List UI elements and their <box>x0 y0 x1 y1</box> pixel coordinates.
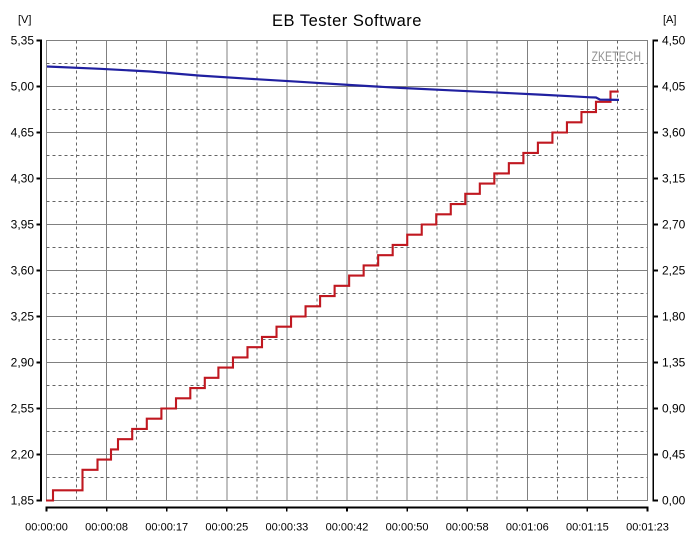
svg-text:3,25: 3,25 <box>11 310 35 324</box>
svg-text:ZKETECH: ZKETECH <box>592 48 642 64</box>
svg-text:0,00: 0,00 <box>662 494 686 508</box>
svg-text:4,65: 4,65 <box>11 126 35 140</box>
svg-text:2,90: 2,90 <box>11 356 35 370</box>
svg-text:3,95: 3,95 <box>11 218 35 232</box>
svg-text:3,15: 3,15 <box>662 172 686 186</box>
svg-text:00:00:25: 00:00:25 <box>205 522 248 534</box>
svg-text:5,00: 5,00 <box>11 80 35 94</box>
svg-text:3,60: 3,60 <box>11 264 35 278</box>
svg-text:1,85: 1,85 <box>11 494 35 508</box>
svg-text:1,80: 1,80 <box>662 310 686 324</box>
svg-text:4,05: 4,05 <box>662 80 686 94</box>
svg-text:2,55: 2,55 <box>11 402 35 416</box>
svg-text:00:01:23: 00:01:23 <box>626 522 669 534</box>
svg-text:00:01:06: 00:01:06 <box>506 522 549 534</box>
svg-text:[V]: [V] <box>18 14 31 26</box>
svg-text:[A]: [A] <box>663 14 676 26</box>
svg-text:EB Tester Software: EB Tester Software <box>272 12 422 30</box>
svg-text:00:00:58: 00:00:58 <box>446 522 489 534</box>
svg-text:00:00:08: 00:00:08 <box>85 522 128 534</box>
svg-text:00:00:50: 00:00:50 <box>386 522 429 534</box>
svg-text:00:00:33: 00:00:33 <box>265 522 308 534</box>
svg-text:4,30: 4,30 <box>11 172 35 186</box>
svg-text:5,35: 5,35 <box>11 34 35 48</box>
svg-text:00:00:17: 00:00:17 <box>145 522 188 534</box>
svg-text:1,35: 1,35 <box>662 356 686 370</box>
svg-text:0,45: 0,45 <box>662 448 686 462</box>
svg-text:00:00:42: 00:00:42 <box>326 522 369 534</box>
svg-text:2,25: 2,25 <box>662 264 686 278</box>
svg-text:2,70: 2,70 <box>662 218 686 232</box>
svg-text:3,60: 3,60 <box>662 126 686 140</box>
svg-text:4,50: 4,50 <box>662 34 686 48</box>
svg-text:00:01:15: 00:01:15 <box>566 522 609 534</box>
svg-text:00:00:00: 00:00:00 <box>25 522 68 534</box>
svg-text:2,20: 2,20 <box>11 448 35 462</box>
svg-text:0,90: 0,90 <box>662 402 686 416</box>
